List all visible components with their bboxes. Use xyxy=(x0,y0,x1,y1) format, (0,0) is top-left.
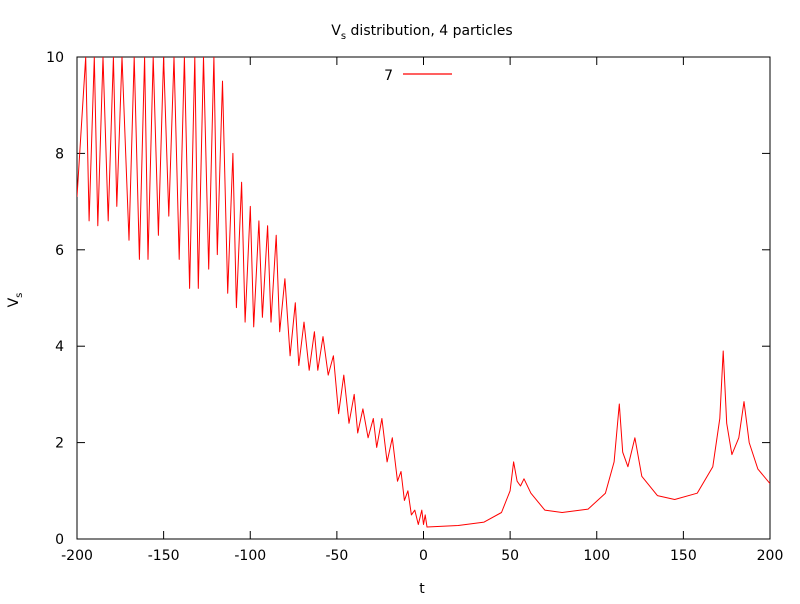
series-group xyxy=(77,57,770,528)
x-axis-label: t xyxy=(419,581,425,597)
x-tick-label: -100 xyxy=(234,548,266,564)
x-tick-label: 200 xyxy=(757,548,784,564)
y-tick-label: 6 xyxy=(55,243,64,259)
y-tick-label: 2 xyxy=(55,436,64,452)
x-tick-label: -200 xyxy=(61,548,93,564)
y-tick-label: 0 xyxy=(55,532,64,548)
y-tick-label: 8 xyxy=(55,146,64,162)
x-tick-label: 100 xyxy=(583,548,610,564)
x-tick-label: -150 xyxy=(148,548,180,564)
x-tick-label: 0 xyxy=(419,548,428,564)
plot-border xyxy=(76,56,771,540)
chart-title: Vs distribution, 4 particles xyxy=(331,23,512,42)
plot-frame xyxy=(76,56,771,540)
legend-label: 7 xyxy=(384,68,393,84)
x-tick-label: 50 xyxy=(501,548,519,564)
axis-ticks xyxy=(76,56,771,540)
y-axis-label: Vs xyxy=(6,293,25,308)
y-tick-label: 10 xyxy=(46,50,64,66)
tick-labels: -200 -150 -100 -50 0 50 100 150 200 0 2 4 6 8 10 xyxy=(46,50,783,564)
x-tick-label: 150 xyxy=(670,548,697,564)
legend: 7 xyxy=(384,68,452,84)
series-line-0 xyxy=(77,57,770,528)
x-tick-label: -50 xyxy=(325,548,348,564)
y-tick-label: 4 xyxy=(55,339,64,355)
